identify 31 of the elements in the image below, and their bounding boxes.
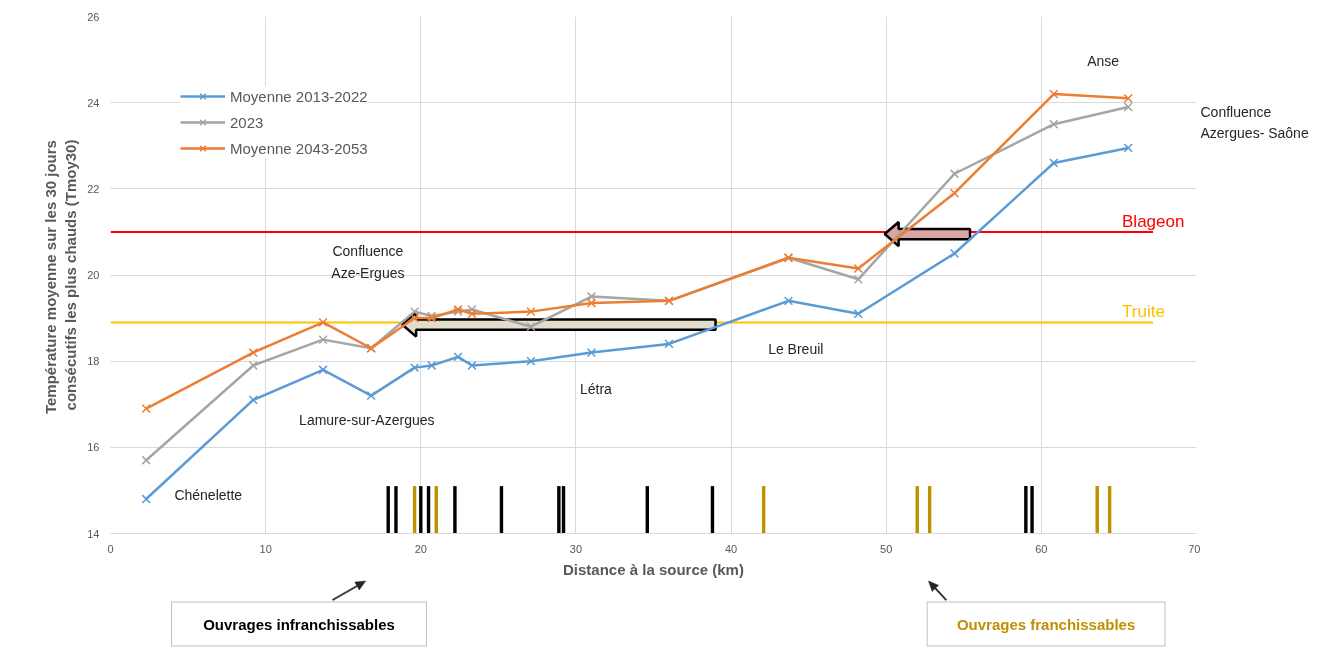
x-tick-label: 10 <box>259 542 272 555</box>
annotation: Chénelette <box>174 486 243 503</box>
x-tick-label: 0 <box>107 542 114 555</box>
annotation: Lamure-sur-Azergues <box>299 411 435 428</box>
y-tick-label: 18 <box>87 355 100 368</box>
x-axis-title: Distance à la source (km) <box>563 560 744 578</box>
legend-label: 2023 <box>230 113 264 131</box>
y-tick-label: 16 <box>87 441 100 454</box>
y-tick-label: 24 <box>87 96 100 109</box>
x-tick-label: 30 <box>569 542 583 555</box>
y-tick-label: 26 <box>87 10 100 23</box>
y-tick-label: 14 <box>87 527 100 540</box>
ref-line-label: Truite <box>1122 302 1165 322</box>
y-tick-label: 20 <box>87 269 100 281</box>
text: Ouvrages franchissables <box>956 616 1136 633</box>
annotation: Confluence Aze-Ergues <box>331 243 405 281</box>
x-tick-label: 50 <box>880 542 893 555</box>
ref-line-label: Blageon <box>1122 211 1185 231</box>
y-axis-title: Température moyenne sur les 30 jours consécutifs les plus chauds (Tmoy30) <box>41 139 80 415</box>
text: Confluence Azergues- Saône <box>1200 103 1309 142</box>
annotation: Le Breuil <box>768 340 824 357</box>
x-tick-label: 40 <box>724 542 738 555</box>
x-tick-label: 60 <box>1035 542 1048 555</box>
annotation: Létra <box>579 380 613 397</box>
x-tick-label: 70 <box>1188 542 1201 555</box>
annotation: Anse <box>1087 53 1120 70</box>
y-tick-label: 22 <box>87 182 100 195</box>
text: Ouvrages infranchissables <box>203 616 395 633</box>
x-tick-label: 20 <box>414 542 427 555</box>
legend-label: Moyenne 2043-2053 <box>230 139 368 157</box>
legend-label: Moyenne 2013-2022 <box>230 87 368 105</box>
